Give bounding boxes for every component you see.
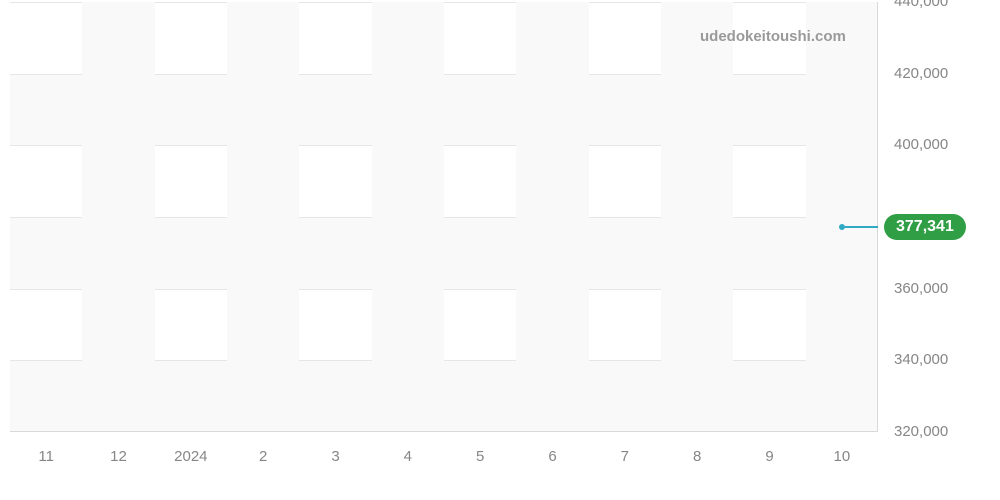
x-tick-label: 8 [693,448,701,465]
x-tick-label: 7 [621,448,629,465]
x-tick-label: 2 [259,448,267,465]
x-tick-label: 10 [833,448,850,465]
y-tick-label: 440,000 [894,0,948,10]
x-tick-label: 3 [331,448,339,465]
grid-col-band [516,2,588,432]
grid-col-band [227,2,299,432]
y-tick-label: 340,000 [894,351,948,368]
x-tick-label: 4 [404,448,412,465]
grid-col-band [372,2,444,432]
y-tick-label: 320,000 [894,423,948,440]
y-tick-label: 420,000 [894,65,948,82]
y-tick-label: 360,000 [894,280,948,297]
x-axis-line [10,431,878,432]
x-tick-label: 9 [765,448,773,465]
x-tick-label: 2024 [174,448,207,465]
current-value-badge: 377,341 [884,214,966,240]
watermark: udedokeitoushi.com [700,28,846,45]
grid-col-band [82,2,154,432]
x-tick-label: 11 [38,448,54,465]
plot-area [10,2,878,432]
data-point-connector [845,226,878,228]
grid-col-band [806,2,878,432]
y-axis-line [877,2,878,432]
x-tick-label: 12 [110,448,127,465]
x-tick-label: 5 [476,448,484,465]
grid-col-band [661,2,733,432]
price-chart: 320,000 340,000 360,000 400,000 420,000 440,0… [0,0,1000,500]
x-tick-label: 6 [548,448,556,465]
y-tick-label: 400,000 [894,136,948,153]
